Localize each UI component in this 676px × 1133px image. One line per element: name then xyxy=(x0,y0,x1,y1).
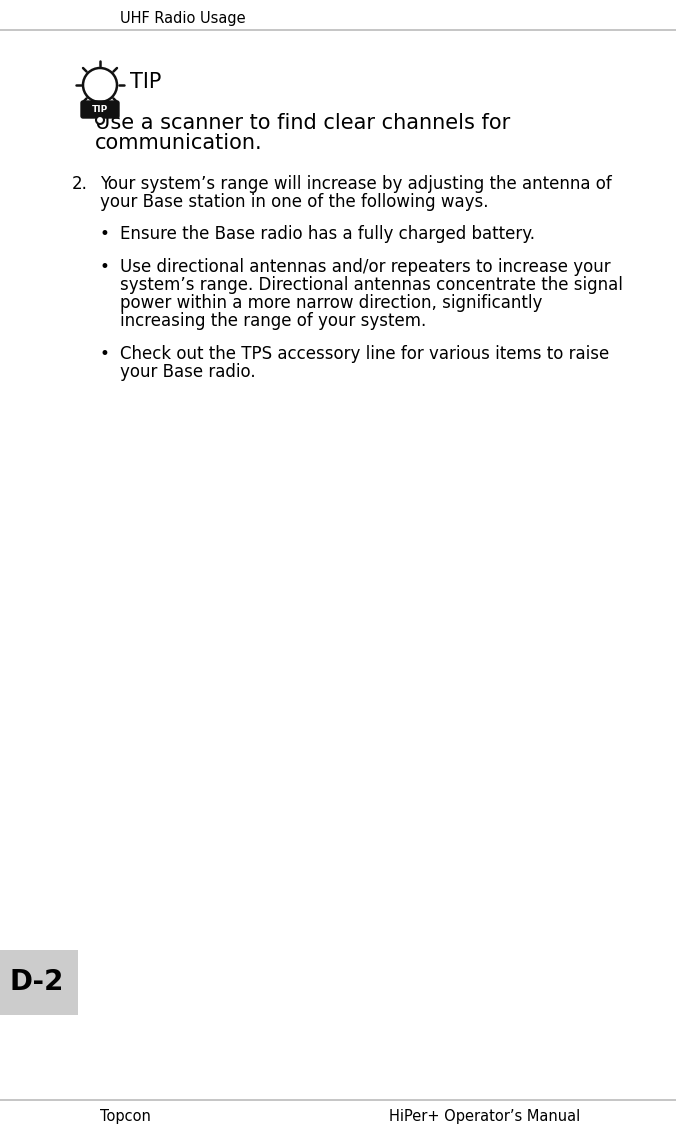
Text: Use a scanner to find clear channels for: Use a scanner to find clear channels for xyxy=(95,113,510,133)
Text: TIP: TIP xyxy=(92,105,108,114)
FancyBboxPatch shape xyxy=(81,101,119,118)
Text: system’s range. Directional antennas concentrate the signal: system’s range. Directional antennas con… xyxy=(120,276,623,293)
Text: TIP: TIP xyxy=(130,73,162,92)
Text: your Base station in one of the following ways.: your Base station in one of the followin… xyxy=(100,193,489,211)
Text: your Base radio.: your Base radio. xyxy=(120,363,256,381)
Text: HiPer+ Operator’s Manual: HiPer+ Operator’s Manual xyxy=(389,1109,580,1124)
Text: communication.: communication. xyxy=(95,133,262,153)
Circle shape xyxy=(83,68,117,102)
Circle shape xyxy=(96,116,104,123)
FancyBboxPatch shape xyxy=(0,949,78,1015)
Text: Ensure the Base radio has a fully charged battery.: Ensure the Base radio has a fully charge… xyxy=(120,225,535,242)
Text: power within a more narrow direction, significantly: power within a more narrow direction, si… xyxy=(120,293,542,312)
Text: •: • xyxy=(100,258,110,276)
Text: Topcon: Topcon xyxy=(100,1109,151,1124)
Text: increasing the range of your system.: increasing the range of your system. xyxy=(120,312,427,330)
Text: UHF Radio Usage: UHF Radio Usage xyxy=(120,10,245,26)
Text: Use directional antennas and/or repeaters to increase your: Use directional antennas and/or repeater… xyxy=(120,258,610,276)
Text: D-2: D-2 xyxy=(10,969,64,997)
Text: Your system’s range will increase by adjusting the antenna of: Your system’s range will increase by adj… xyxy=(100,174,612,193)
Text: 2.: 2. xyxy=(72,174,88,193)
Text: •: • xyxy=(100,346,110,363)
Text: •: • xyxy=(100,225,110,242)
Text: Check out the TPS accessory line for various items to raise: Check out the TPS accessory line for var… xyxy=(120,346,609,363)
